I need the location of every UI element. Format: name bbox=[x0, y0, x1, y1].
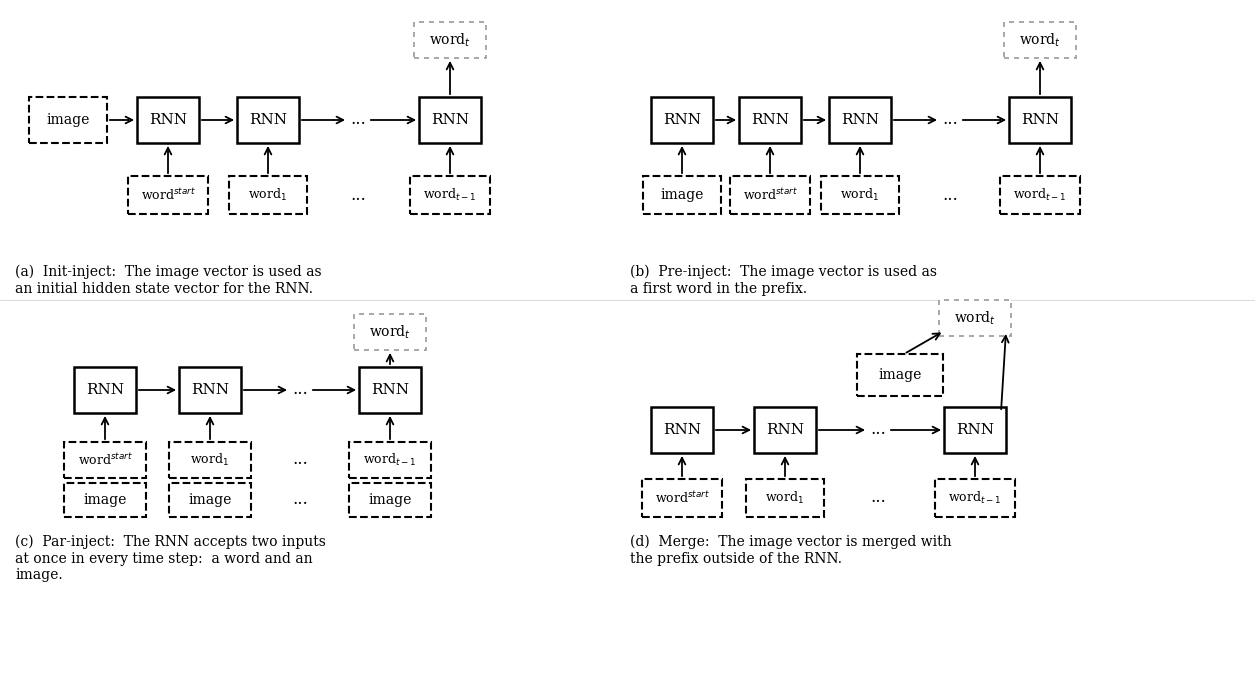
Bar bbox=[179, 367, 241, 413]
Bar bbox=[359, 367, 420, 413]
Bar bbox=[857, 354, 943, 396]
Bar bbox=[410, 176, 489, 214]
Bar bbox=[128, 176, 208, 214]
Text: RNN: RNN bbox=[87, 383, 124, 397]
Text: word$^{start}$: word$^{start}$ bbox=[141, 188, 196, 203]
Text: word$_t$: word$_t$ bbox=[429, 31, 471, 48]
Bar bbox=[1009, 97, 1071, 143]
Bar bbox=[1004, 22, 1076, 58]
Bar bbox=[754, 407, 816, 453]
Bar bbox=[349, 483, 430, 517]
Bar bbox=[64, 483, 146, 517]
Text: (d)  Merge:  The image vector is merged with
the prefix outside of the RNN.: (d) Merge: The image vector is merged wi… bbox=[630, 535, 951, 565]
Text: image: image bbox=[878, 368, 921, 382]
Bar bbox=[944, 407, 1007, 453]
Text: RNN: RNN bbox=[766, 423, 804, 437]
Bar bbox=[745, 479, 825, 517]
Text: RNN: RNN bbox=[663, 113, 702, 127]
Text: ...: ... bbox=[870, 421, 886, 439]
Text: RNN: RNN bbox=[841, 113, 878, 127]
Text: word$_{t-1}$: word$_{t-1}$ bbox=[364, 452, 417, 468]
Text: word$_1$: word$_1$ bbox=[191, 452, 230, 468]
Bar bbox=[64, 442, 146, 478]
Text: ...: ... bbox=[292, 491, 307, 509]
Bar bbox=[651, 97, 713, 143]
Bar bbox=[169, 442, 251, 478]
Bar bbox=[935, 479, 1015, 517]
Text: RNN: RNN bbox=[956, 423, 994, 437]
Text: RNN: RNN bbox=[371, 383, 409, 397]
Text: RNN: RNN bbox=[1022, 113, 1059, 127]
Text: ...: ... bbox=[350, 187, 366, 203]
Text: word$_t$: word$_t$ bbox=[1019, 31, 1060, 48]
Text: word$_1$: word$_1$ bbox=[766, 490, 804, 506]
Text: word$_{t-1}$: word$_{t-1}$ bbox=[949, 490, 1001, 506]
Bar bbox=[643, 176, 722, 214]
Bar bbox=[414, 22, 486, 58]
Bar bbox=[74, 367, 136, 413]
Text: word$_1$: word$_1$ bbox=[248, 187, 287, 203]
Bar bbox=[651, 407, 713, 453]
Bar bbox=[730, 176, 809, 214]
Bar bbox=[830, 97, 891, 143]
Text: RNN: RNN bbox=[248, 113, 287, 127]
Text: RNN: RNN bbox=[149, 113, 187, 127]
Text: image: image bbox=[368, 493, 412, 507]
Text: ...: ... bbox=[292, 381, 307, 399]
Bar bbox=[228, 176, 307, 214]
Bar bbox=[29, 97, 107, 143]
Text: ...: ... bbox=[350, 111, 366, 129]
Text: ...: ... bbox=[292, 451, 307, 468]
Bar bbox=[739, 97, 801, 143]
Text: ...: ... bbox=[943, 187, 958, 203]
Bar bbox=[237, 97, 299, 143]
Text: RNN: RNN bbox=[663, 423, 702, 437]
Bar bbox=[354, 314, 425, 350]
Text: RNN: RNN bbox=[430, 113, 469, 127]
Text: word$_{t-1}$: word$_{t-1}$ bbox=[423, 187, 477, 203]
Bar bbox=[137, 97, 200, 143]
Text: word$_t$: word$_t$ bbox=[369, 323, 410, 340]
Bar bbox=[419, 97, 481, 143]
Text: (b)  Pre-inject:  The image vector is used as
a first word in the prefix.: (b) Pre-inject: The image vector is used… bbox=[630, 265, 937, 295]
Text: RNN: RNN bbox=[750, 113, 789, 127]
Bar bbox=[643, 479, 722, 517]
Bar bbox=[939, 300, 1012, 336]
Text: (c)  Par-inject:  The RNN accepts two inputs
at once in every time step:  a word: (c) Par-inject: The RNN accepts two inpu… bbox=[15, 535, 326, 582]
Text: ...: ... bbox=[943, 111, 958, 129]
Text: word$_{t-1}$: word$_{t-1}$ bbox=[1013, 187, 1067, 203]
Text: image: image bbox=[46, 113, 89, 127]
Text: ...: ... bbox=[870, 489, 886, 507]
Text: word$^{start}$: word$^{start}$ bbox=[743, 188, 797, 203]
Text: image: image bbox=[660, 188, 704, 202]
Text: image: image bbox=[83, 493, 127, 507]
Bar bbox=[349, 442, 430, 478]
Bar bbox=[169, 483, 251, 517]
Bar bbox=[1000, 176, 1081, 214]
Text: word$_t$: word$_t$ bbox=[954, 309, 996, 327]
Text: word$^{start}$: word$^{start}$ bbox=[655, 490, 709, 506]
Text: RNN: RNN bbox=[191, 383, 228, 397]
Text: image: image bbox=[188, 493, 232, 507]
Text: word$_1$: word$_1$ bbox=[841, 187, 880, 203]
Bar bbox=[821, 176, 899, 214]
Text: word$^{start}$: word$^{start}$ bbox=[78, 452, 133, 468]
Text: (a)  Init-inject:  The image vector is used as
an initial hidden state vector fo: (a) Init-inject: The image vector is use… bbox=[15, 265, 321, 295]
